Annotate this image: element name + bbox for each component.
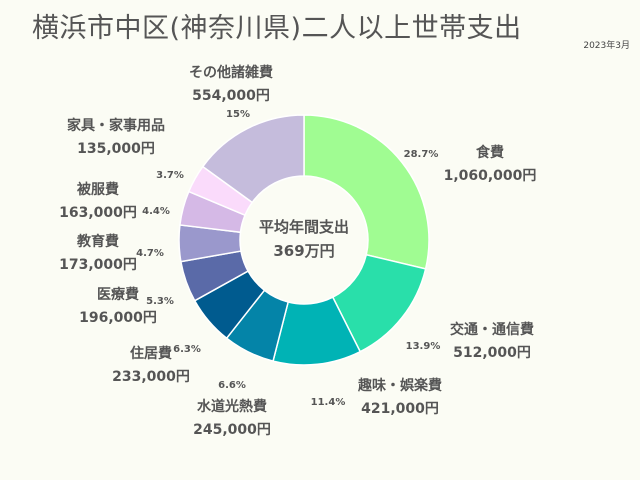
chart-date: 2023年3月: [583, 41, 630, 51]
slice-percent-8: 3.7%: [156, 170, 184, 181]
slice-value-9: 554,000円: [192, 88, 270, 104]
slice-percent-6: 4.7%: [136, 248, 164, 259]
slice-percent-4: 6.3%: [173, 344, 201, 355]
chart-title: 横浜市中区(神奈川県)二人以上世帯支出: [32, 13, 522, 44]
slice-percent-7: 4.4%: [142, 206, 170, 217]
slice-label-4: 住居費: [130, 345, 172, 362]
slice-value-7: 163,000円: [59, 205, 137, 221]
slice-label-2: 趣味・娯楽費: [357, 377, 442, 394]
slice-label-3: 水道光熱費: [197, 398, 267, 415]
slice-value-3: 245,000円: [193, 422, 271, 438]
slice-percent-3: 6.6%: [218, 380, 246, 391]
slice-value-6: 173,000円: [59, 257, 137, 273]
slice-value-5: 196,000円: [79, 310, 157, 326]
slice-value-0: 1,060,000円: [444, 168, 537, 184]
slice-percent-9: 15%: [226, 109, 250, 120]
slice-percent-1: 13.9%: [406, 341, 441, 352]
slice-percent-2: 11.4%: [311, 397, 346, 408]
slice-9: [201, 114, 305, 204]
slice-value-1: 512,000円: [453, 345, 531, 361]
slice-label-5: 医療費: [97, 286, 139, 303]
slice-value-8: 135,000円: [77, 141, 155, 157]
slice-label-6: 教育費: [77, 233, 119, 250]
slice-label-9: その他諸雑費: [189, 64, 273, 81]
slice-value-2: 421,000円: [361, 401, 439, 417]
slice-percent-5: 5.3%: [146, 296, 174, 307]
slice-0: [303, 114, 430, 270]
center-label-line1: 平均年間支出: [259, 218, 349, 236]
slice-percent-0: 28.7%: [404, 149, 439, 160]
center-label-line2: 369万円: [273, 242, 334, 260]
slice-label-8: 家具・家事用品: [67, 117, 165, 134]
slice-label-1: 交通・通信費: [450, 321, 534, 338]
slice-label-0: 食費: [476, 144, 504, 161]
slice-label-7: 被服費: [77, 181, 119, 198]
slice-value-4: 233,000円: [112, 369, 190, 385]
